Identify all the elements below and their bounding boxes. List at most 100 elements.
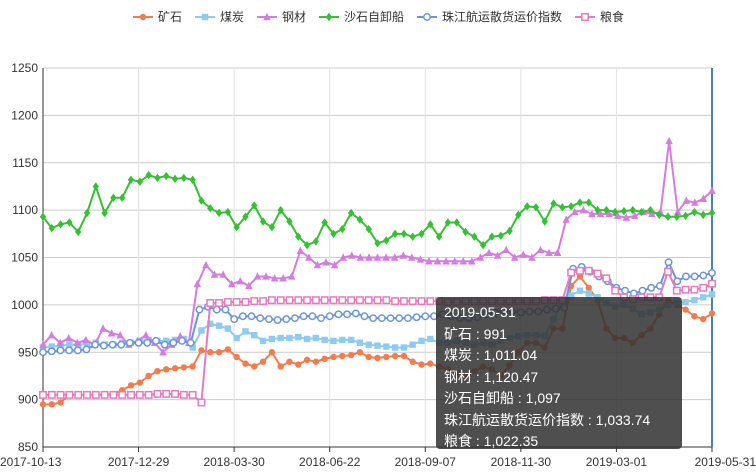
data-point	[576, 266, 584, 275]
data-point	[338, 296, 347, 305]
data-point	[708, 310, 716, 317]
data-point	[365, 341, 372, 348]
data-point	[691, 296, 698, 304]
legend-item[interactable]: 沙石自卸船	[318, 8, 404, 25]
data-point	[313, 260, 322, 269]
data-point	[189, 175, 196, 185]
data-point	[48, 401, 56, 408]
series-3	[39, 170, 716, 250]
data-point	[365, 224, 372, 234]
data-point	[259, 337, 267, 345]
data-point	[409, 232, 416, 241]
data-point	[171, 389, 179, 398]
data-point	[374, 354, 381, 362]
data-point	[330, 260, 339, 269]
data-point	[418, 361, 425, 368]
data-point	[421, 312, 430, 321]
data-point	[276, 296, 285, 305]
data-point	[613, 211, 622, 220]
legend-marker	[139, 13, 147, 20]
data-point	[232, 298, 241, 306]
legend-item[interactable]: 矿石	[132, 8, 182, 25]
data-point	[699, 210, 707, 220]
data-point	[92, 182, 100, 191]
data-point	[588, 209, 596, 218]
data-point	[202, 260, 210, 269]
data-point	[291, 314, 299, 323]
data-point	[416, 255, 425, 263]
data-point	[418, 229, 425, 239]
legend-marker	[423, 12, 431, 21]
data-point	[154, 368, 161, 375]
legend-item[interactable]: 珠江航运散货运价指数	[416, 8, 562, 25]
data-point	[233, 353, 240, 361]
data-point	[109, 390, 118, 399]
data-point	[251, 363, 258, 370]
data-point	[180, 364, 188, 371]
data-point	[571, 207, 579, 216]
data-point	[295, 333, 302, 341]
chart-legend: 矿石 煤炭 钢材 沙石自卸船 珠江航运散货运价指数 粮食	[0, 8, 756, 26]
data-point	[83, 390, 91, 399]
data-point	[497, 231, 504, 240]
data-point	[351, 309, 360, 318]
data-point	[408, 297, 417, 306]
data-point	[545, 248, 553, 256]
tooltip-row-sand-ship: 沙石自卸船 : 1,097	[444, 390, 561, 406]
data-point	[171, 365, 179, 372]
x-tick-label: 2019-03-01	[586, 455, 648, 469]
data-point	[468, 257, 476, 265]
data-point	[594, 205, 601, 215]
data-point	[242, 328, 249, 335]
data-point	[655, 210, 663, 220]
chart-tooltip: 2019-05-31 矿石 : 991 煤炭 : 1,011.04 钢材 : 1…	[436, 297, 682, 449]
data-point	[699, 315, 707, 323]
data-point	[251, 201, 258, 210]
data-point	[343, 310, 352, 319]
data-point	[224, 346, 232, 353]
data-point	[585, 284, 592, 292]
data-point	[198, 327, 205, 334]
data-point	[127, 175, 135, 185]
data-point	[286, 358, 293, 365]
data-point	[273, 316, 282, 324]
legend-item[interactable]: 钢材	[256, 8, 306, 25]
data-point	[48, 343, 56, 350]
data-point	[238, 312, 247, 321]
data-point	[116, 330, 124, 339]
data-point	[215, 349, 223, 356]
data-point	[65, 333, 73, 342]
data-point	[708, 186, 716, 194]
legend-item[interactable]: 煤炭	[194, 8, 244, 25]
data-point	[567, 202, 575, 211]
data-point	[664, 212, 672, 221]
data-point	[321, 355, 328, 363]
y-tick-label: 950	[18, 345, 38, 359]
data-point	[134, 338, 143, 347]
data-point	[163, 366, 170, 373]
data-point	[39, 401, 47, 408]
data-point	[320, 296, 329, 305]
data-point	[409, 341, 416, 348]
data-point	[264, 315, 273, 324]
data-point	[647, 205, 654, 215]
data-point	[488, 232, 496, 241]
data-point	[303, 296, 312, 305]
data-point	[295, 232, 302, 241]
data-point	[347, 336, 355, 344]
legend-item[interactable]: 粮食	[574, 8, 624, 25]
data-point	[39, 390, 47, 399]
legend-label: 矿石	[157, 10, 182, 24]
data-point	[602, 274, 611, 283]
data-point	[364, 296, 373, 305]
data-point	[163, 337, 170, 345]
data-point	[493, 251, 502, 259]
data-point	[426, 297, 435, 306]
data-point	[400, 229, 408, 239]
data-point	[210, 270, 219, 278]
data-point	[450, 257, 459, 265]
data-point	[435, 232, 443, 241]
data-point	[433, 257, 442, 265]
data-point	[339, 352, 346, 360]
data-point	[553, 248, 562, 256]
